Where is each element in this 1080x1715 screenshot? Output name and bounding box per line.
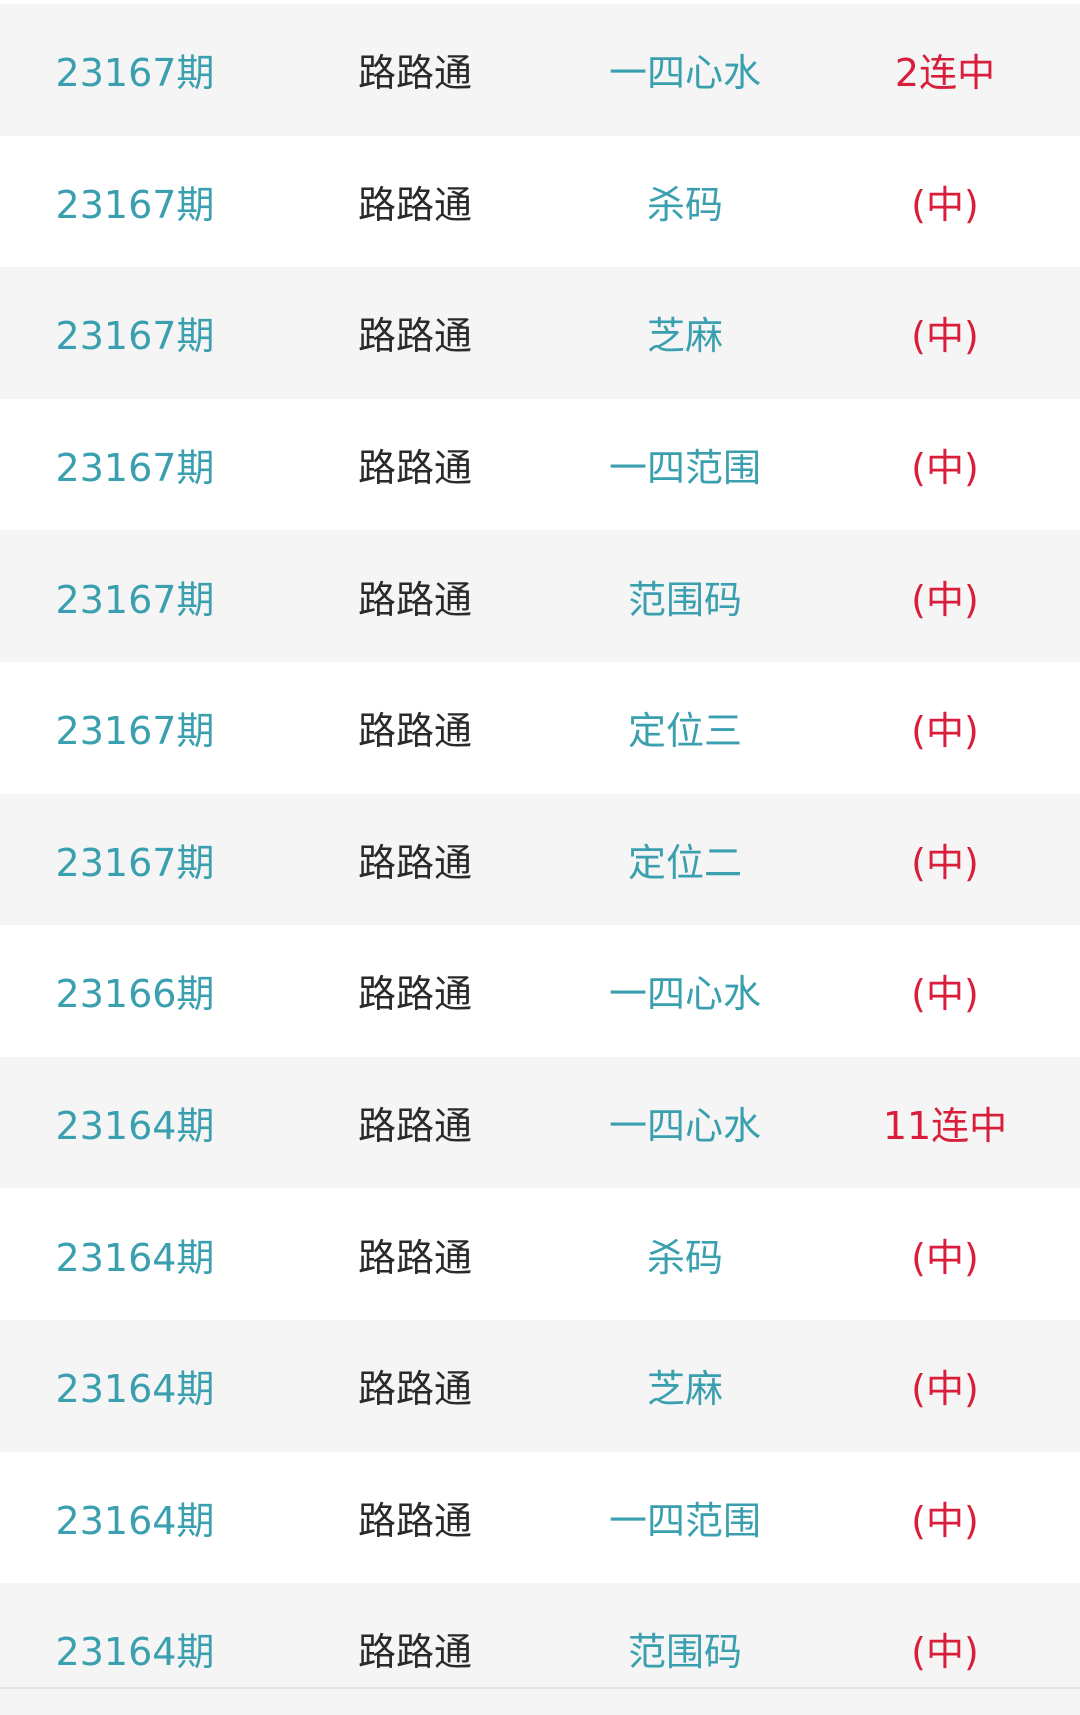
result-text: (中) [911,314,979,359]
list-item[interactable]: 23167期 路路通 一四心水 2连中 [0,4,1080,136]
list-item[interactable]: 23167期 路路通 芝麻 (中) [0,267,1080,399]
source-text: 路路通 [357,577,472,622]
type-text: 一四范围 [608,446,761,491]
source-text: 路路通 [357,314,472,359]
period-text: 23167期 [55,314,215,359]
period-text: 23164期 [55,1630,215,1675]
list-item[interactable]: 23164期 路路通 一四心水 11连中 [0,1056,1080,1189]
source-text: 路路通 [357,840,472,885]
result-text: (中) [911,972,979,1017]
list-item[interactable]: 23164期 路路通 范围码 (中) [0,1583,1080,1715]
result-text: (中) [911,840,979,885]
result-text: (中) [911,709,979,754]
source-text: 路路通 [357,972,472,1017]
source-text: 路路通 [357,1104,472,1149]
period-text: 23166期 [55,972,215,1017]
source-text: 路路通 [357,1630,472,1675]
type-text: 范围码 [627,577,742,622]
source-text: 路路通 [357,51,472,96]
result-text: 11连中 [882,1104,1008,1149]
type-text: 杀码 [646,182,723,227]
period-text: 23167期 [55,709,215,754]
result-text: (中) [911,1367,979,1412]
result-text: (中) [911,446,979,491]
source-text: 路路通 [357,1235,472,1280]
type-text: 芝麻 [646,314,723,359]
source-text: 路路通 [357,709,472,754]
list-item[interactable]: 23164期 路路通 芝麻 (中) [0,1319,1080,1452]
source-text: 路路通 [357,182,472,227]
list-item[interactable]: 23166期 路路通 一四心水 (中) [0,925,1080,1057]
divider [0,1687,1080,1689]
period-text: 23167期 [55,182,215,227]
type-text: 芝麻 [646,1367,723,1412]
period-text: 23164期 [55,1498,215,1543]
list-item[interactable]: 23164期 路路通 一四范围 (中) [0,1451,1080,1584]
list-item[interactable]: 23167期 路路通 定位二 (中) [0,793,1080,926]
result-text: (中) [911,577,979,622]
type-text: 一四心水 [608,972,761,1017]
result-text: (中) [911,182,979,227]
period-text: 23164期 [55,1367,215,1412]
source-text: 路路通 [357,1498,472,1543]
period-text: 23167期 [55,840,215,885]
list-item[interactable]: 23167期 路路通 一四范围 (中) [0,398,1080,531]
source-text: 路路通 [357,1367,472,1412]
type-text: 定位三 [627,709,742,754]
list-item[interactable]: 23167期 路路通 杀码 (中) [0,135,1080,268]
period-text: 23167期 [55,577,215,622]
result-text: (中) [911,1630,979,1675]
type-text: 一四心水 [608,51,761,96]
period-text: 23164期 [55,1104,215,1149]
list-item[interactable]: 23164期 路路通 杀码 (中) [0,1188,1080,1320]
period-text: 23164期 [55,1235,215,1280]
type-text: 范围码 [627,1630,742,1675]
type-text: 杀码 [646,1235,723,1280]
list-item[interactable]: 23167期 路路通 定位三 (中) [0,661,1080,794]
type-text: 一四心水 [608,1104,761,1149]
period-text: 23167期 [55,51,215,96]
period-text: 23167期 [55,446,215,491]
result-text: 2连中 [894,51,996,96]
result-text: (中) [911,1498,979,1543]
type-text: 一四范围 [608,1498,761,1543]
result-text: (中) [911,1235,979,1280]
source-text: 路路通 [357,446,472,491]
results-list: 23167期 路路通 一四心水 2连中 23167期 路路通 杀码 (中) 23167期 路路通芝… [0,4,1080,1715]
type-text: 定位二 [627,840,742,885]
list-item[interactable]: 23167期 路路通 范围码 (中) [0,530,1080,662]
